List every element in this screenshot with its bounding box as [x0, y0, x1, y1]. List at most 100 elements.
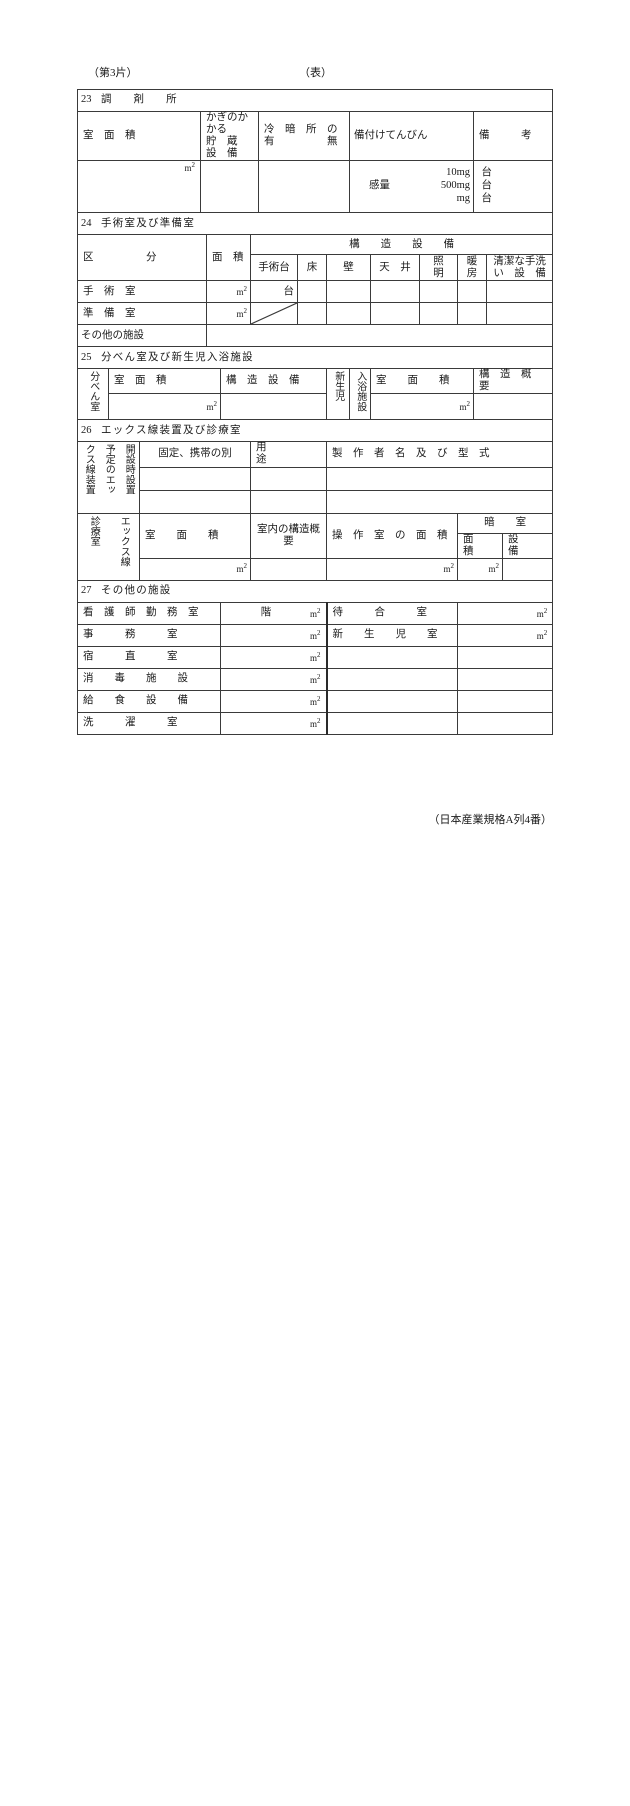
- s27-field-nurse-station[interactable]: 階 m2: [220, 601, 327, 625]
- s26-header-operation-room-area: 操 作 室 の 面 積: [326, 512, 458, 559]
- s24-row-prep-room-lighting[interactable]: [419, 302, 458, 326]
- s27-label-empty-3: [325, 645, 458, 669]
- s24-other-facilities-field[interactable]: [205, 324, 554, 348]
- s26-field-darkroom-equipment[interactable]: [501, 557, 554, 581]
- s27-field-empty-6[interactable]: [456, 711, 554, 735]
- s26-field-room-structure[interactable]: [250, 557, 327, 581]
- s27-field-disinfection-facility[interactable]: m2: [220, 667, 327, 691]
- s26-field-maker-model-2[interactable]: [325, 489, 554, 514]
- s25-bath-facility-vertical-label: 入浴施設: [349, 368, 371, 421]
- diagonal-strike-icon: [251, 303, 297, 324]
- s27-label-empty-5: [325, 689, 458, 713]
- s27-label-empty-6: [325, 711, 458, 735]
- s26-field-room-area[interactable]: m2: [139, 557, 251, 581]
- s25-header-room-area-left: 室 面 積: [108, 368, 221, 395]
- s26-field-purpose-1[interactable]: [250, 466, 327, 491]
- s23-field-room-area[interactable]: m2: [77, 160, 201, 214]
- s26-field-fixed-or-portable-1[interactable]: [139, 466, 251, 491]
- s27-field-office[interactable]: m2: [220, 623, 327, 647]
- s27-field-catering-facility[interactable]: m2: [220, 689, 327, 713]
- page-footer: （日本産業規格A列4番）: [0, 811, 552, 827]
- s26-field-operation-room-area[interactable]: m2: [326, 557, 458, 581]
- s26-field-darkroom-area[interactable]: m2: [457, 557, 503, 581]
- s24-row-prep-room-ceiling[interactable]: [370, 302, 420, 326]
- s24-row-prep-room-table-struck-out: [250, 302, 298, 326]
- s24-row-operating-room-ceiling[interactable]: [370, 280, 420, 304]
- s26-field-purpose-2[interactable]: [250, 489, 327, 514]
- s23-header-cool-dark-room: 冷 暗 所 の 有 無: [258, 110, 350, 162]
- s25-header-room-area-right: 室 面 積: [370, 368, 474, 395]
- s25-field-structure-equipment[interactable]: [220, 393, 327, 421]
- section-26-number: 26: [81, 424, 92, 436]
- s27-label-waiting-room: 待 合 室: [325, 601, 458, 625]
- s27-field-laundry-room[interactable]: m2: [220, 711, 327, 735]
- s24-row-operating-room-lighting[interactable]: [419, 280, 458, 304]
- s27-label-night-duty-room: 宿 直 室: [77, 645, 221, 669]
- s24-row-operating-room-area[interactable]: m2: [206, 280, 251, 304]
- s23-header-locked-storage: かぎのかかる 貯 蔵 設 備: [200, 110, 259, 162]
- s24-row-operating-room-floor[interactable]: [297, 280, 327, 304]
- s24-other-facilities-label: その他の施設: [77, 324, 207, 348]
- s25-field-structure-outline[interactable]: [472, 393, 554, 421]
- s24-row-operating-room-heating[interactable]: [457, 280, 487, 304]
- s25-header-structure-equipment: 構 造 設 備: [220, 368, 327, 395]
- s24-header-operating-table: 手術台: [250, 254, 298, 282]
- s23-field-locked-storage[interactable]: [200, 160, 259, 214]
- s24-row-prep-room-floor[interactable]: [297, 302, 327, 326]
- s24-row-prep-room-area[interactable]: m2: [206, 302, 251, 326]
- s24-row-operating-room-washbasin[interactable]: [485, 280, 554, 304]
- s27-label-disinfection-facility: 消 毒 施 設: [77, 667, 221, 691]
- section-25-title: 25 分べん室及び新生児入浴施設: [76, 346, 554, 370]
- s26-header-fixed-or-portable: 固定、携帯の別: [139, 441, 251, 468]
- s27-label-office: 事 務 室: [77, 623, 221, 647]
- s24-row-prep-room-wall[interactable]: [326, 302, 371, 326]
- s24-header-area: 面 積: [206, 234, 251, 282]
- s27-field-empty-5[interactable]: [456, 689, 554, 713]
- s24-row-operating-room-wall[interactable]: [326, 280, 371, 304]
- s26-header-maker-model: 製 作 者 名 及 び 型 式: [325, 441, 554, 468]
- s27-field-newborn-room[interactable]: m2: [456, 623, 554, 647]
- s27-label-nurse-station: 看 護 師 勤 務 室: [77, 601, 221, 625]
- s27-field-night-duty-room[interactable]: m2: [220, 645, 327, 669]
- s24-row-operating-room-label: 手 術 室: [77, 280, 207, 304]
- s24-row-prep-room-washbasin[interactable]: [485, 302, 554, 326]
- s26-header-darkroom: 暗 室: [456, 512, 554, 534]
- section-27-number: 27: [81, 585, 92, 597]
- s23-field-cool-dark-room[interactable]: [258, 160, 350, 214]
- s23-header-balance: 備付けてんびん: [349, 110, 474, 162]
- s25-header-structure-outline: 構 造 概 要: [472, 368, 554, 395]
- sheet-label: （第3片）: [88, 67, 138, 79]
- s24-row-prep-room-label: 準 備 室: [77, 302, 207, 326]
- s24-header-clean-washbasin: 清潔な手洗 い 設 備: [485, 254, 554, 282]
- s26-header-darkroom-equipment: 設 備: [501, 532, 554, 559]
- s26-header-room-area: 室 面 積: [139, 512, 251, 559]
- s26-field-maker-model-1[interactable]: [325, 466, 554, 491]
- s27-label-laundry-room: 洗 濯 室: [77, 711, 221, 735]
- s27-label-catering-facility: 給 食 設 備: [77, 689, 221, 713]
- paper-size-note: （日本産業規格A列4番）: [428, 814, 552, 826]
- section-23-title: 23 調 剤 所: [76, 89, 554, 112]
- s26-header-darkroom-area: 面 積: [457, 532, 503, 559]
- s23-field-balance[interactable]: 10mg 台 感量 500mg 台 mg 台: [349, 160, 492, 214]
- form-page: （第3片） （表）: [0, 64, 554, 827]
- s27-field-empty-4[interactable]: [456, 667, 554, 691]
- s25-field-room-area-right[interactable]: m2: [370, 393, 474, 421]
- s26-xray-device-vertical-label: 開設時設置 予定のエッ クス線装置: [77, 441, 140, 514]
- s23-field-remarks[interactable]: [472, 160, 554, 214]
- s24-row-operating-room-table-count[interactable]: 台: [250, 280, 298, 304]
- s27-label-empty-4: [325, 667, 458, 691]
- s24-header-heating: 暖 房: [457, 254, 488, 282]
- section-26-title: 26 エックス線装置及び診療室: [76, 419, 554, 443]
- s24-row-prep-room-heating[interactable]: [457, 302, 487, 326]
- s26-header-room-structure: 室内の構造概要: [250, 512, 327, 559]
- s24-header-floor: 床: [297, 254, 327, 282]
- section-27-heading: その他の施設: [101, 585, 172, 597]
- s27-field-empty-3[interactable]: [456, 645, 554, 669]
- section-24-number: 24: [81, 217, 92, 229]
- s25-field-room-area-left[interactable]: m2: [108, 393, 221, 421]
- page-header: （第3片） （表）: [77, 64, 552, 84]
- s25-delivery-room-vertical-label: 分べん室: [77, 368, 109, 421]
- s26-field-fixed-or-portable-2[interactable]: [139, 489, 251, 514]
- s27-field-waiting-room[interactable]: m2: [456, 601, 554, 625]
- section-27-title: 27 その他の施設: [76, 579, 554, 603]
